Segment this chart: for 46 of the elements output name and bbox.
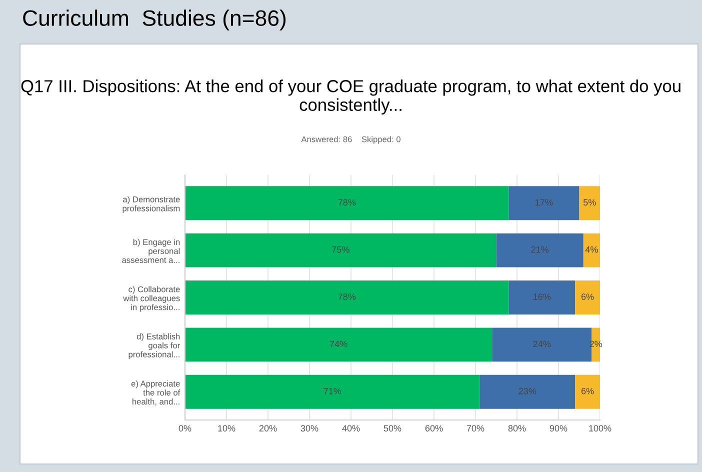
chart-title: Q17 III. Dispositions: At the end of your COE graduate program, to what extent do you consistently... — [21, 80, 680, 114]
bar — [575, 280, 600, 314]
data-label: 74% — [330, 340, 348, 348]
bar — [185, 186, 509, 220]
data-label: 24% — [533, 340, 551, 348]
y-tick-label: d) Establish goals for professional... — [128, 333, 180, 360]
bar — [185, 280, 509, 314]
chart-subtitle: Answered: 86 Skipped: 0 — [301, 136, 400, 144]
data-label: 16% — [534, 294, 551, 300]
bar — [508, 186, 580, 220]
x-tick-label: 10% — [218, 425, 236, 432]
bar — [480, 374, 576, 409]
data-label: 17% — [536, 199, 553, 206]
data-label: 6% — [581, 388, 594, 394]
x-tick-label: 30% — [300, 425, 318, 432]
data-label: 5% — [583, 199, 596, 206]
y-tick-label: c) Collaborate with colleagues in professio... — [123, 286, 180, 312]
bar — [575, 374, 600, 409]
data-label: 71% — [324, 388, 342, 394]
data-label: 21% — [531, 246, 549, 253]
text: Curriculum Studies (n=86) — [23, 10, 286, 30]
data-label: 75% — [332, 246, 350, 253]
x-tick-label: 70% — [466, 425, 484, 432]
x-tick-label: 60% — [425, 425, 443, 432]
bar — [185, 328, 492, 362]
x-tick-label: 80% — [508, 425, 526, 432]
bar — [579, 186, 600, 220]
y-tick-label: e) Appreciate the role of health, and... — [131, 380, 180, 406]
bar — [508, 280, 576, 314]
x-tick-label: 20% — [259, 425, 277, 432]
bar — [185, 233, 496, 268]
data-label: 78% — [338, 199, 356, 206]
y-tick-label: a) Demonstrate professionalism — [122, 196, 180, 213]
bar — [496, 233, 584, 268]
x-tick-label: 50% — [384, 425, 402, 432]
data-label: 23% — [518, 388, 536, 394]
x-tick-label: 90% — [550, 425, 568, 432]
data-label: 78% — [338, 294, 356, 300]
x-tick-label: 40% — [342, 425, 360, 432]
bar — [185, 374, 480, 409]
data-label: 4% — [585, 246, 598, 253]
x-tick-label: 0% — [178, 425, 192, 432]
bar — [583, 233, 600, 268]
x-tick-label: 100% — [589, 425, 612, 432]
y-tick-label: b) Engage in personal assessment a... — [122, 238, 180, 263]
data-label: 6% — [581, 294, 594, 300]
